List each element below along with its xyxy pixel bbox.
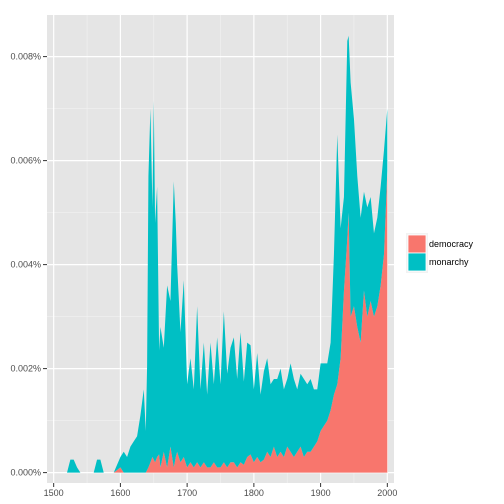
legend-key-monarchy	[407, 252, 427, 272]
y-tick-label: 0.004%	[10, 260, 41, 270]
area-series	[53, 35, 388, 473]
legend-label-democracy: democracy	[429, 239, 474, 249]
x-tick-label: 1900	[311, 488, 331, 498]
area-democracy	[53, 171, 388, 473]
y-axis: 0.000% 0.002% 0.004% 0.006% 0.008%	[10, 52, 47, 478]
y-tick-label: 0.000%	[10, 468, 41, 478]
x-tick-label: 2000	[377, 488, 397, 498]
x-axis: 1500 1600 1700 1800 1900 2000	[44, 483, 397, 498]
x-tick-label: 1800	[244, 488, 264, 498]
y-tick-label: 0.006%	[10, 156, 41, 166]
legend-label-monarchy: monarchy	[429, 257, 469, 267]
x-tick-label: 1600	[110, 488, 130, 498]
y-tick-label: 0.008%	[10, 52, 41, 62]
legend-key-democracy	[407, 234, 427, 254]
x-tick-label: 1500	[44, 488, 64, 498]
area-monarchy	[53, 35, 388, 473]
y-tick-label: 0.002%	[10, 364, 41, 374]
legend: democracy monarchy	[406, 233, 474, 273]
x-tick-label: 1700	[177, 488, 197, 498]
